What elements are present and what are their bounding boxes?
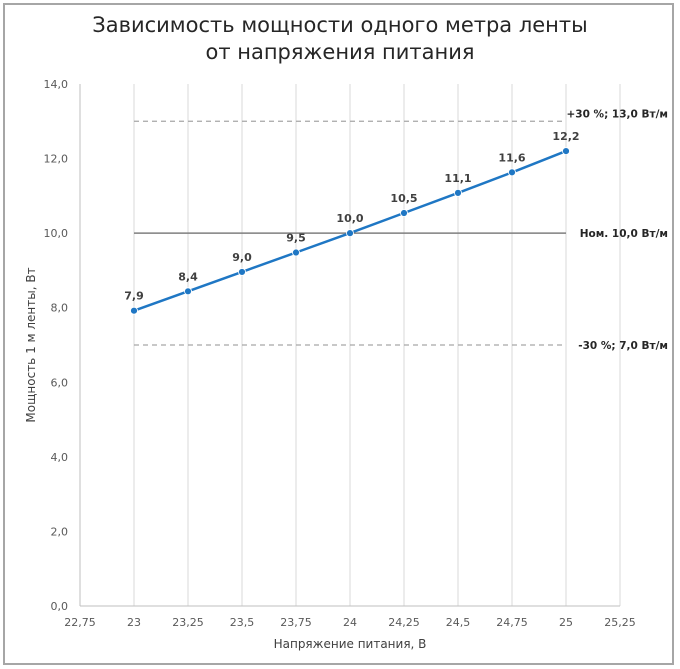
chart-title: Зависимость мощности одного метра ленты … <box>0 12 680 66</box>
reference-line-label: +30 %; 13,0 Вт/м <box>566 108 668 120</box>
reference-lines: +30 %; 13,0 Вт/м Ном. 10,0 Вт/м -30 %; 7,0… <box>134 108 668 352</box>
y-tick-label: 8,0 <box>51 302 69 315</box>
reference-line-label: -30 %; 7,0 Вт/м <box>578 340 668 352</box>
x-tick-label: 23 <box>127 616 141 629</box>
data-point <box>508 168 516 177</box>
y-tick-label: 10,0 <box>44 227 69 240</box>
data-point <box>292 248 300 257</box>
data-point <box>238 268 246 276</box>
data-label: 8,4 <box>178 270 198 283</box>
chart-frame <box>3 3 674 665</box>
x-tick-label: 24,5 <box>446 616 471 629</box>
data-point <box>562 147 570 156</box>
data-point <box>454 188 462 197</box>
data-label: 7,9 <box>124 290 144 303</box>
y-tick-label: 12,0 <box>44 153 69 166</box>
x-tick-label: 24,25 <box>388 616 420 629</box>
y-tick-label: 0,0 <box>51 600 69 613</box>
reference-line-label: Ном. 10,0 Вт/м <box>580 228 668 240</box>
data-label: 9,5 <box>286 232 306 245</box>
chart-title-line-1: Зависимость мощности одного метра ленты <box>92 13 588 37</box>
x-tick-label: 24,75 <box>496 616 528 629</box>
data-series: 7,9 8,4 9,0 9,5 10,0 10,5 11,1 11,6 12,2 <box>124 130 580 315</box>
y-tick-label: 14,0 <box>44 78 69 91</box>
data-label: 11,6 <box>498 151 525 164</box>
tick-labels: 22,75 23 23,25 23,5 23,75 24 24,25 24,5 24,75 25 2… <box>44 78 636 629</box>
x-tick-label: 23,5 <box>230 616 255 629</box>
axes <box>79 84 620 607</box>
data-point <box>400 209 408 217</box>
data-point <box>184 287 192 296</box>
x-tick-label: 22,75 <box>64 616 96 629</box>
data-point <box>346 229 354 238</box>
data-label: 10,0 <box>336 212 363 225</box>
y-tick-label: 2,0 <box>51 525 69 538</box>
data-label: 10,5 <box>390 192 417 205</box>
y-axis-label: Мощность 1 м ленты, Вт <box>24 267 38 422</box>
y-tick-label: 6,0 <box>51 376 69 389</box>
chart-title-line-2: от напряжения питания <box>205 40 475 64</box>
x-tick-label: 23,75 <box>280 616 312 629</box>
data-point <box>130 306 138 315</box>
data-label: 9,0 <box>232 251 252 264</box>
data-label: 11,1 <box>444 172 471 185</box>
x-tick-label: 25,25 <box>604 616 636 629</box>
data-label: 12,2 <box>552 130 579 143</box>
x-tick-label: 24 <box>343 616 357 629</box>
x-tick-label: 23,25 <box>172 616 204 629</box>
y-tick-label: 4,0 <box>51 451 69 464</box>
x-axis-label: Напряжение питания, В <box>274 637 427 651</box>
x-tick-label: 25 <box>559 616 573 629</box>
